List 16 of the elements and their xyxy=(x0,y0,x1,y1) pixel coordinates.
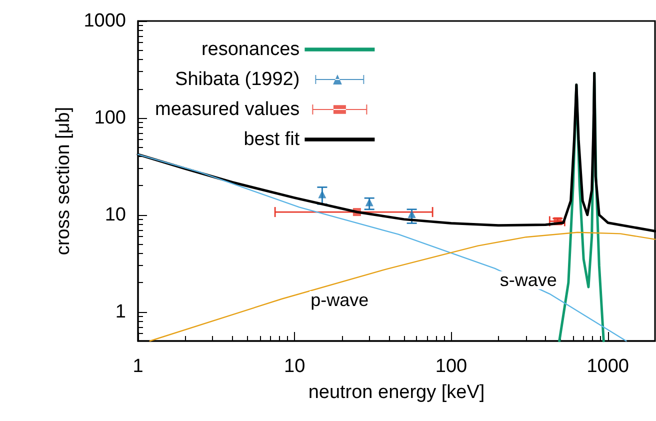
y-axis-title: cross section [μb] xyxy=(52,106,74,256)
y-tick-label: 1 xyxy=(115,301,126,322)
y-tick-label: 10 xyxy=(104,204,126,226)
annotation: s-wave xyxy=(500,270,557,290)
y-tick-label: 1000 xyxy=(84,10,126,32)
legend-label: measured values xyxy=(154,99,300,120)
x-tick-label: 10 xyxy=(284,356,306,377)
y-tick-label: 100 xyxy=(94,107,126,128)
x-tick-label: 1000 xyxy=(586,356,629,377)
legend-label: resonances xyxy=(201,39,300,60)
x-axis-title: neutron energy [keV] xyxy=(308,382,485,403)
legend-label: Shibata (1992) xyxy=(175,69,300,90)
x-tick-label: 1 xyxy=(132,356,144,377)
annotation: p-wave xyxy=(310,290,369,310)
legend-label: best fit xyxy=(244,129,300,150)
x-tick-label: 100 xyxy=(435,356,468,377)
